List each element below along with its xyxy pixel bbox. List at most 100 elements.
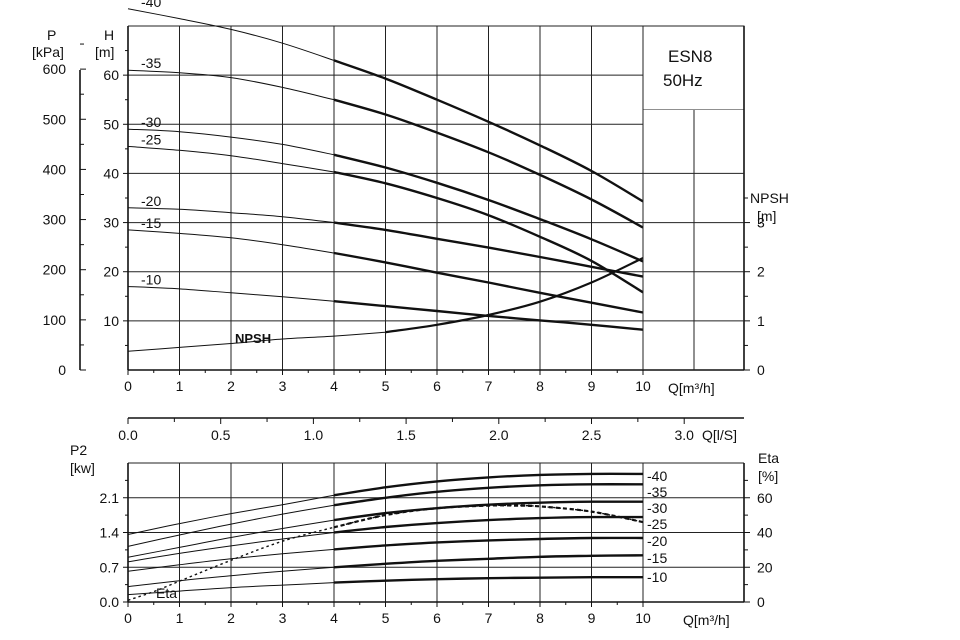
npsh-y-tick-label: 2	[757, 264, 765, 280]
lps-tick-label: 3.0	[674, 427, 694, 443]
head-curve-n15	[127, 229, 335, 254]
power-curve-label: -10	[647, 569, 667, 585]
head-x-tick-label: 6	[433, 378, 441, 394]
pressure-y-tick-label: 500	[43, 111, 67, 127]
head-x-tick-label: 0	[124, 378, 132, 394]
head-y-tick-label: 60	[103, 67, 119, 83]
head-y-tick-label: 20	[103, 264, 119, 280]
npsh-y-tick-label: 1	[757, 313, 765, 329]
power-curve-label: -25	[647, 516, 667, 532]
head-curve-label: -10	[141, 271, 161, 287]
npsh-y-tick-label: 0	[757, 362, 765, 378]
power-x-tick-label: 2	[227, 610, 235, 626]
lps-axis-title: Q[l/S]	[702, 427, 737, 443]
frequency-label: 50Hz	[663, 71, 703, 90]
head-x-tick-label: 10	[635, 378, 651, 394]
power-curve-n35	[127, 504, 335, 547]
power-curve-n15-operating	[333, 554, 644, 569]
power-curve-label: -15	[647, 550, 667, 566]
npsh-curve-label: NPSH	[235, 331, 271, 346]
head-curve-n20	[127, 207, 335, 224]
head-chart: ESN8 50Hz -40 -35 -30-25 -20 -15 -10 NPSH 0 1 2 3…	[32, 0, 789, 396]
head-curve-label: -40	[141, 0, 161, 10]
power-x-tick-label: 3	[279, 610, 287, 626]
lps-tick-label: 1.5	[396, 427, 416, 443]
pressure-y-tick-label: 600	[43, 61, 67, 77]
lps-axis-ticks: 0.0 0.5 1.0 1.5 2.0 2.5 3.0	[118, 418, 694, 443]
pressure-y-tick-label: 100	[43, 312, 67, 328]
eta-axis-unit: [%]	[758, 468, 778, 484]
power-curve-label: -35	[647, 484, 667, 500]
head-x-tick-label: 2	[227, 378, 235, 394]
power-x-tick-label: 7	[485, 610, 493, 626]
head-curve-n35	[127, 69, 335, 101]
head-curve-n10	[127, 286, 335, 302]
eta-y-tick-label: 0	[757, 594, 765, 610]
power-x-tick-label: 0	[124, 610, 132, 626]
power-curves	[127, 472, 644, 601]
power-curve-n25-operating	[333, 515, 644, 534]
pressure-y-tick-label: 0	[58, 362, 66, 378]
power-x-tick-label: 4	[330, 610, 338, 626]
flow-lps-axis: 0.0 0.5 1.0 1.5 2.0 2.5 3.0 Q[l/S]	[118, 417, 744, 443]
power-curve-n40	[127, 494, 335, 535]
head-x-tick-label: 4	[330, 378, 338, 394]
npsh-axis-unit: [m]	[757, 208, 776, 224]
power-x-axis-title: Q[m³/h]	[683, 612, 730, 628]
head-y-tick-label: 10	[103, 313, 119, 329]
power-curve-n35-operating	[333, 483, 644, 507]
head-curve-n40-operating	[333, 59, 644, 203]
power-y-tick-label: 1.4	[100, 525, 120, 541]
power-axis-unit: [kw]	[70, 460, 95, 476]
npsh-y-tick-label: 3	[757, 215, 765, 231]
power-axis-title: P2	[70, 442, 87, 458]
npsh-curve-operating	[385, 257, 644, 334]
eta-y-tick-label: 60	[757, 490, 773, 506]
head-x-tick-label: 1	[176, 378, 184, 394]
power-x-tick-label: 8	[536, 610, 544, 626]
power-x-tick-label: 5	[382, 610, 390, 626]
power-curve-n20	[127, 548, 335, 572]
head-curve-n35-operating	[333, 98, 644, 229]
eta-y-tick-label: 20	[757, 559, 773, 575]
head-curve-n30-operating	[333, 153, 644, 263]
pressure-y-tick-label: 300	[43, 212, 67, 228]
pressure-y-tick-label: 400	[43, 161, 67, 177]
lps-tick-label: 1.0	[304, 427, 324, 443]
power-curve-label: -20	[647, 533, 667, 549]
power-chart-ticks: 0 1 2 3 4 5 6 7 8 9 10 0.0 0.7 1.4 2.1 0 20 40 60	[100, 479, 773, 626]
lps-tick-label: 2.5	[582, 427, 602, 443]
head-curve-label: -20	[141, 193, 161, 209]
eta-axis-title: Eta	[758, 450, 779, 466]
power-curve-n10-operating	[333, 575, 644, 584]
head-curve-n40	[127, 8, 335, 61]
head-x-tick-label: 8	[536, 378, 544, 394]
lps-tick-label: 0.0	[118, 427, 138, 443]
head-y-tick-label: 40	[103, 165, 119, 181]
head-curve-n30	[127, 128, 335, 156]
model-info-box	[642, 25, 745, 111]
head-x-tick-label: 7	[485, 378, 493, 394]
head-x-tick-label: 3	[279, 378, 287, 394]
npsh-axis-title: NPSH	[750, 190, 789, 206]
head-curve-labels: -40 -35 -30-25 -20 -15 -10 NPSH	[141, 0, 271, 346]
head-x-axis-title: Q[m³/h]	[668, 380, 715, 396]
power-x-tick-label: 9	[588, 610, 596, 626]
head-curve-n25-operating	[333, 170, 644, 294]
power-chart: -40-35-30-25-20-15 -10 Eta 0 1 2 3 4 5 6 7 8 9 10 0.0…	[70, 442, 779, 628]
head-axis-unit: [m]	[95, 44, 114, 60]
power-curve-label: -40	[647, 468, 667, 484]
eta-y-tick-label: 40	[757, 525, 773, 541]
power-curve-n40-operating	[333, 472, 644, 497]
pressure-axis-title: P	[47, 27, 56, 43]
lps-tick-label: 0.5	[211, 427, 231, 443]
pressure-y-tick-label: 200	[43, 262, 67, 278]
power-y-tick-label: 0.0	[100, 594, 120, 610]
power-curve-n15	[127, 566, 335, 588]
power-curve-labels: -40-35-30-25-20-15 -10 Eta	[156, 468, 667, 601]
eta-curve-label: Eta	[156, 585, 177, 601]
pressure-axis-unit: [kPa]	[32, 44, 64, 60]
head-curve-label: -30	[141, 114, 161, 130]
head-curve-n20-operating	[333, 221, 644, 278]
